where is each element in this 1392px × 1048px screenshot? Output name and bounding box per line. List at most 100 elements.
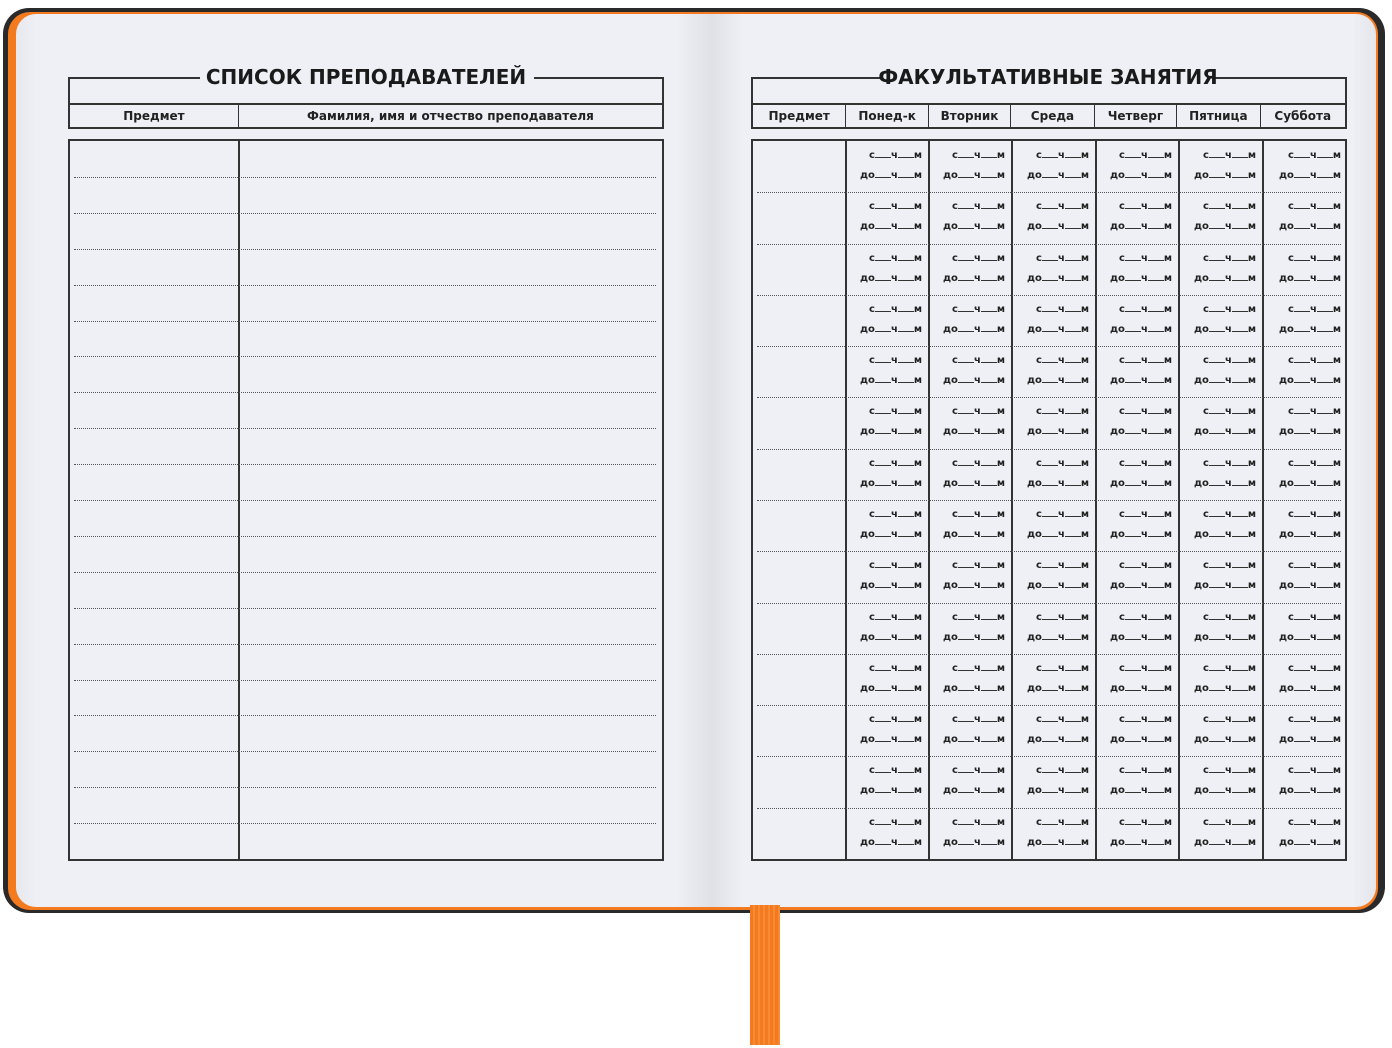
blank-minutes [980, 424, 997, 435]
time-slot[interactable]: с ч м до ч м [930, 249, 1005, 289]
time-slot[interactable]: с ч м до ч м [1097, 249, 1172, 289]
time-slot[interactable]: с ч м до ч м [930, 197, 1005, 237]
time-slot[interactable]: с ч м до ч м [1180, 505, 1256, 545]
time-slot[interactable]: с ч м до ч м [1097, 710, 1172, 750]
time-slot[interactable]: с ч м до ч м [847, 402, 922, 442]
time-slot[interactable]: с ч м до ч м [1013, 249, 1089, 289]
time-slot[interactable]: с ч м до ч м [1180, 761, 1256, 801]
time-slot[interactable]: с ч м до ч м [1013, 300, 1089, 340]
time-slot[interactable]: с ч м до ч м [1180, 351, 1256, 391]
blank-minutes [1231, 424, 1248, 435]
time-slot[interactable]: с ч м до ч м [847, 454, 922, 494]
time-slot[interactable]: с ч м до ч м [1264, 249, 1341, 289]
time-slot[interactable]: с ч м до ч м [1264, 146, 1341, 186]
time-slot[interactable]: с ч м до ч м [1013, 197, 1089, 237]
time-slot[interactable]: с ч м до ч м [1180, 710, 1256, 750]
time-slot[interactable]: с ч м до ч м [1097, 197, 1172, 237]
hours-label: ч [1140, 560, 1148, 572]
time-slot[interactable]: с ч м до ч м [1264, 300, 1341, 340]
time-slot[interactable]: с ч м до ч м [1097, 556, 1172, 596]
time-slot[interactable]: с ч м до ч м [1180, 659, 1256, 699]
time-slot[interactable]: с ч м до ч м [1013, 813, 1089, 853]
time-slot[interactable]: с ч м до ч м [1097, 146, 1172, 186]
time-slot[interactable]: с ч м до ч м [847, 710, 922, 750]
time-slot[interactable]: с ч м до ч м [1180, 813, 1256, 853]
time-slot[interactable]: с ч м до ч м [930, 813, 1005, 853]
time-slot[interactable]: с ч м до ч м [930, 505, 1005, 545]
time-slot[interactable]: с ч м до ч м [1097, 608, 1172, 648]
time-slot[interactable]: с ч м до ч м [1264, 659, 1341, 699]
time-slot[interactable]: с ч м до ч м [930, 556, 1005, 596]
time-slot[interactable]: с ч м до ч м [847, 608, 922, 648]
time-slot[interactable]: с ч м до ч м [1013, 659, 1089, 699]
time-slot[interactable]: с ч м до ч м [1097, 505, 1172, 545]
bookmark-ribbon[interactable] [750, 905, 780, 1045]
time-slot[interactable]: с ч м до ч м [1013, 710, 1089, 750]
time-slot[interactable]: с ч м до ч м [847, 761, 922, 801]
time-slot[interactable]: с ч м до ч м [1264, 454, 1341, 494]
time-slot[interactable]: с ч м до ч м [1180, 146, 1256, 186]
time-slot[interactable]: с ч м до ч м [1097, 761, 1172, 801]
time-slot[interactable]: с ч м до ч м [1097, 402, 1172, 442]
time-slot[interactable]: с ч м до ч м [1264, 402, 1341, 442]
time-slot[interactable]: с ч м до ч м [1264, 761, 1341, 801]
time-slot[interactable]: с ч м до ч м [930, 402, 1005, 442]
time-slot[interactable]: с ч м до ч м [930, 146, 1005, 186]
time-label: до [1278, 631, 1294, 643]
blank-hours [874, 783, 891, 794]
time-slot[interactable]: с ч м до ч м [1180, 608, 1256, 648]
time-slot[interactable]: с ч м до ч м [847, 300, 922, 340]
time-slot[interactable]: с ч м до ч м [1013, 505, 1089, 545]
time-slot[interactable]: с ч м до ч м [1264, 710, 1341, 750]
time-line: до ч м [930, 730, 1005, 750]
time-slot[interactable]: с ч м до ч м [1013, 402, 1089, 442]
time-slot[interactable]: с ч м до ч м [1097, 454, 1172, 494]
time-slot[interactable]: с ч м до ч м [1180, 197, 1256, 237]
minutes-label: м [1163, 406, 1172, 418]
time-slot[interactable]: с ч м до ч м [1264, 505, 1341, 545]
time-slot[interactable]: с ч м до ч м [1013, 608, 1089, 648]
blank-hours [1041, 353, 1058, 364]
time-slot[interactable]: с ч м до ч м [847, 659, 922, 699]
minutes-label: м [913, 836, 922, 848]
time-slot[interactable]: с ч м до ч м [1180, 454, 1256, 494]
time-slot[interactable]: с ч м до ч м [1264, 813, 1341, 853]
blank-hours [1124, 199, 1141, 210]
time-slot[interactable]: с ч м до ч м [1180, 402, 1256, 442]
time-slot[interactable]: с ч м до ч м [930, 761, 1005, 801]
time-slot[interactable]: с ч м до ч м [930, 351, 1005, 391]
hours-label: ч [1140, 682, 1148, 694]
time-slot[interactable]: с ч м до ч м [847, 249, 922, 289]
time-slot[interactable]: с ч м до ч м [1180, 249, 1256, 289]
time-slot[interactable]: с ч м до ч м [1097, 351, 1172, 391]
time-slot[interactable]: с ч м до ч м [847, 505, 922, 545]
time-slot[interactable]: с ч м до ч м [1264, 556, 1341, 596]
time-slot[interactable]: с ч м до ч м [1180, 556, 1256, 596]
time-slot[interactable]: с ч м до ч м [930, 608, 1005, 648]
time-slot[interactable]: с ч м до ч м [1097, 659, 1172, 699]
time-slot[interactable]: с ч м до ч м [847, 813, 922, 853]
time-slot[interactable]: с ч м до ч м [1013, 146, 1089, 186]
time-slot[interactable]: с ч м до ч м [1264, 197, 1341, 237]
time-slot[interactable]: с ч м до ч м [1180, 300, 1256, 340]
time-slot[interactable]: с ч м до ч м [930, 300, 1005, 340]
time-slot[interactable]: с ч м до ч м [930, 454, 1005, 494]
time-slot[interactable]: с ч м до ч м [1264, 608, 1341, 648]
minutes-label: м [1080, 611, 1089, 623]
time-slot[interactable]: с ч м до ч м [847, 146, 922, 186]
time-slot[interactable]: с ч м до ч м [1097, 813, 1172, 853]
time-slot[interactable]: с ч м до ч м [847, 556, 922, 596]
time-line: до ч м [1264, 422, 1341, 442]
time-slot[interactable]: с ч м до ч м [1013, 454, 1089, 494]
time-slot[interactable]: с ч м до ч м [930, 659, 1005, 699]
time-slot[interactable]: с ч м до ч м [1013, 351, 1089, 391]
hours-label: ч [973, 457, 981, 469]
time-slot[interactable]: с ч м до ч м [1097, 300, 1172, 340]
time-slot[interactable]: с ч м до ч м [1013, 761, 1089, 801]
time-slot[interactable]: с ч м до ч м [847, 351, 922, 391]
time-slot[interactable]: с ч м до ч м [1013, 556, 1089, 596]
time-slot[interactable]: с ч м до ч м [930, 710, 1005, 750]
time-slot[interactable]: с ч м до ч м [847, 197, 922, 237]
time-slot[interactable]: с ч м до ч м [1264, 351, 1341, 391]
